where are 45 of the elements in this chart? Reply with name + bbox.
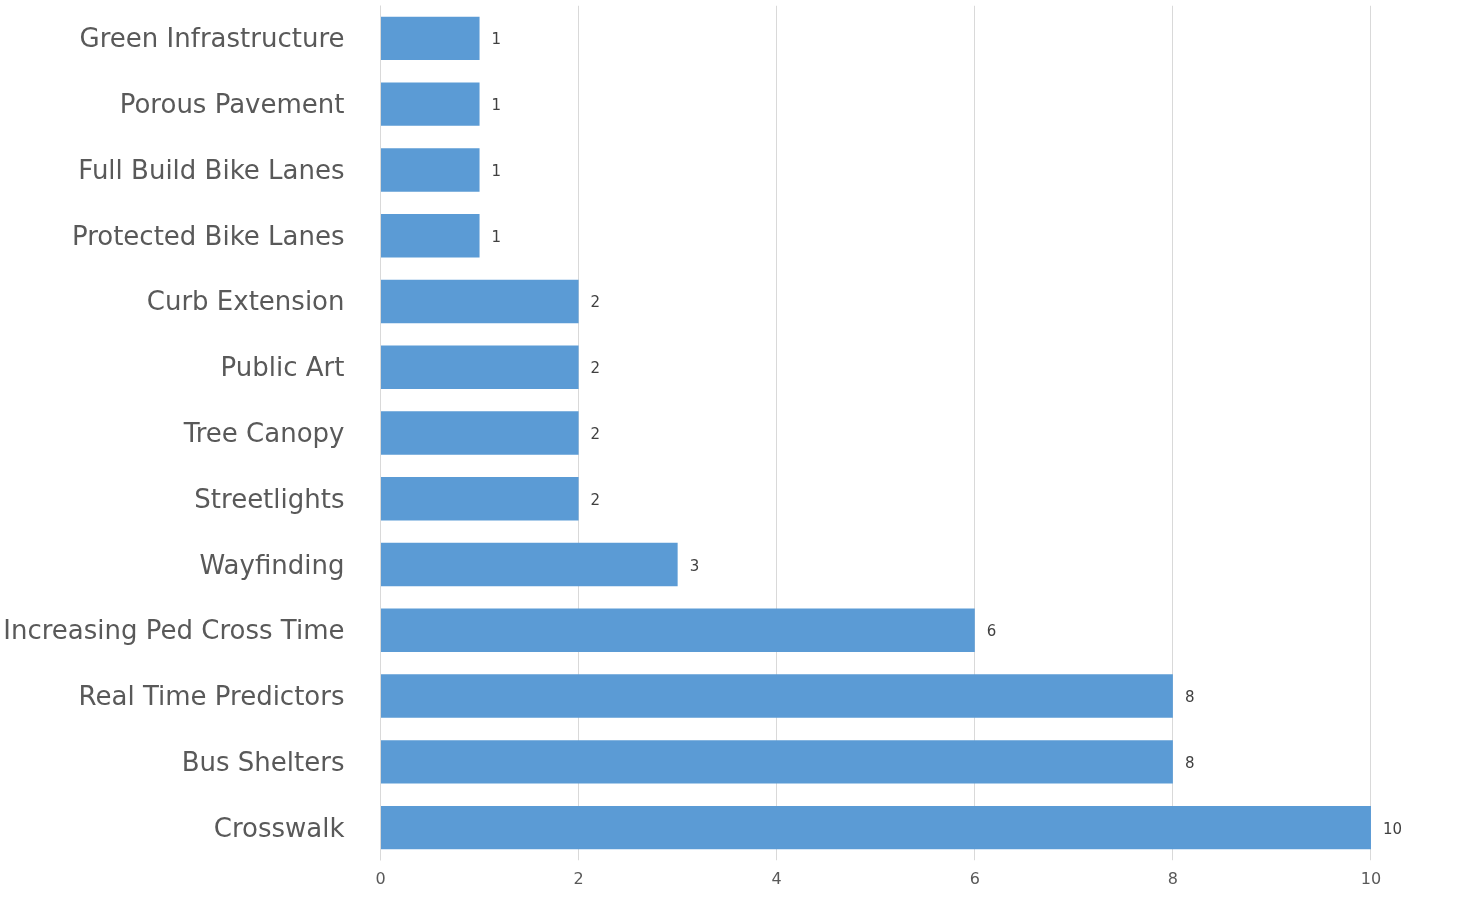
bar bbox=[380, 740, 1173, 784]
x-tick-label: 4 bbox=[771, 868, 782, 888]
data-label: 1 bbox=[491, 161, 502, 180]
bar bbox=[380, 608, 975, 653]
x-tick-label: 6 bbox=[969, 868, 980, 888]
y-tick-label: Increasing Ped Cross Time bbox=[3, 615, 345, 646]
y-tick-label: Porous Pavement bbox=[119, 89, 345, 120]
y-tick-label: Bus Shelters bbox=[181, 746, 345, 777]
y-tick-label: Green Infrastructure bbox=[79, 23, 345, 54]
y-tick-label: Full Build Bike Lanes bbox=[78, 154, 345, 185]
data-label: 2 bbox=[590, 425, 601, 443]
bar bbox=[380, 805, 1371, 850]
bar bbox=[380, 477, 579, 521]
data-label: 2 bbox=[590, 293, 601, 312]
data-label: 10 bbox=[1382, 819, 1403, 838]
data-label: 3 bbox=[689, 556, 700, 575]
bar bbox=[380, 16, 480, 61]
bar bbox=[380, 411, 579, 455]
bar bbox=[380, 345, 579, 389]
data-label: 1 bbox=[491, 96, 502, 115]
data-label: 6 bbox=[986, 622, 997, 641]
y-tick-label: Wayfinding bbox=[199, 549, 345, 580]
x-tick-label: 10 bbox=[1360, 868, 1382, 888]
bar bbox=[380, 213, 480, 258]
y-tick-label: Public Art bbox=[220, 352, 345, 383]
bar bbox=[380, 148, 480, 192]
data-label: 8 bbox=[1184, 688, 1195, 707]
y-tick-label: Tree Canopy bbox=[182, 418, 345, 448]
bar bbox=[380, 674, 1173, 718]
y-tick-label: Protected Bike Lanes bbox=[71, 220, 345, 251]
data-label: 2 bbox=[590, 490, 601, 509]
y-tick-label: Crosswalk bbox=[213, 812, 345, 843]
y-tick-label: Curb Extension bbox=[146, 286, 345, 317]
data-label: 2 bbox=[590, 359, 601, 378]
bar bbox=[380, 279, 579, 324]
bar bbox=[380, 542, 678, 587]
data-label: 8 bbox=[1184, 753, 1195, 772]
y-tick-label: Real Time Predictors bbox=[78, 681, 345, 712]
data-label: 1 bbox=[491, 30, 502, 49]
y-tick-label: Streetlights bbox=[194, 483, 345, 514]
x-tick-label: 2 bbox=[573, 868, 584, 888]
bar bbox=[380, 82, 480, 126]
x-tick-label: 0 bbox=[375, 868, 386, 888]
x-tick-label: 8 bbox=[1167, 868, 1178, 888]
data-label: 1 bbox=[491, 227, 502, 246]
